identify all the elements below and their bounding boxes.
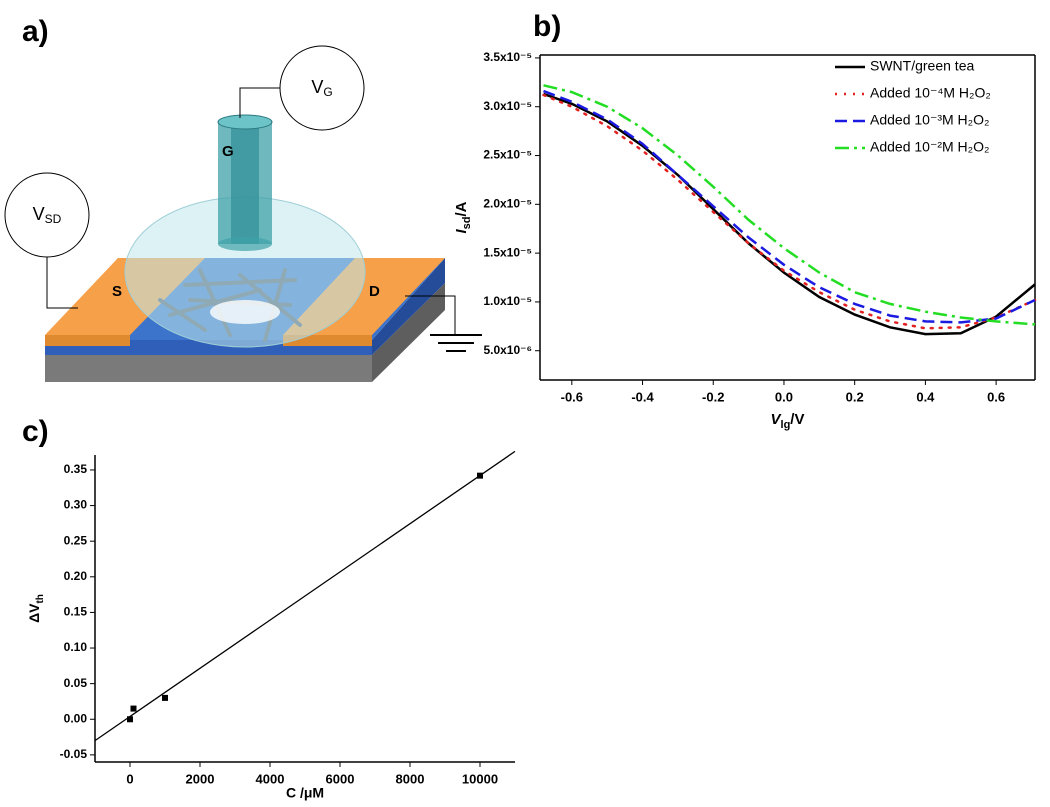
- y-tick-label: 2.5x10⁻⁵: [483, 148, 532, 162]
- gate-top: [217, 114, 273, 130]
- source-front: [45, 335, 130, 346]
- axis-label-part: I: [453, 229, 470, 234]
- point: [130, 705, 137, 712]
- substrate-side: [372, 283, 445, 382]
- x-tick-label: 4000: [256, 771, 285, 786]
- series-line: [543, 89, 1036, 324]
- axis-label: C /μM: [286, 785, 324, 801]
- y-tick-label: 3.0x10⁻⁵: [483, 99, 532, 113]
- x-tick-label: 0.2: [846, 389, 864, 404]
- x-tick-label: 2000: [186, 771, 215, 786]
- point: [477, 472, 483, 479]
- axis-label-part: V: [771, 411, 783, 428]
- gate-label: G: [222, 143, 234, 160]
- x-tick-label: 0.6: [987, 389, 1005, 404]
- x-tick-label: 0: [126, 771, 133, 786]
- x-tick-label: 10000: [462, 771, 498, 786]
- y-tick-label: 1.5x10⁻⁵: [483, 245, 532, 259]
- sd-wire: [46, 257, 78, 309]
- label-sub: G: [323, 85, 332, 99]
- drain-front: [283, 335, 372, 346]
- series-line: [543, 84, 1036, 326]
- substrate: [45, 355, 372, 382]
- label-main: V: [311, 77, 323, 97]
- label-sub: SD: [45, 212, 62, 226]
- x-tick-label: -0.6: [561, 389, 583, 404]
- axis-label-part: /A: [453, 201, 470, 216]
- fit-line: [94, 450, 516, 742]
- legend-label: SWNT/green tea: [870, 58, 974, 74]
- y-tick-label: 0.05: [64, 676, 88, 690]
- x-tick-label: -0.2: [702, 389, 724, 404]
- source-label: S: [112, 283, 122, 300]
- device-diagram: VG VSD G S D: [4, 45, 482, 382]
- point: [127, 716, 133, 723]
- legend-label: Added 10⁻⁴M H₂O₂: [870, 85, 991, 101]
- legend-label: Added 10⁻²M H₂O₂: [870, 139, 989, 155]
- axis-label-part: /V: [790, 411, 804, 428]
- point: [162, 694, 168, 701]
- y-tick-label: -0.05: [60, 747, 88, 761]
- axis-label-part: lg: [781, 419, 791, 431]
- y-tick-label: 0.15: [64, 605, 88, 619]
- panel-label: c): [22, 415, 49, 448]
- y-tick-label: 2.0x10⁻⁵: [483, 196, 532, 210]
- x-tick-label: 0.0: [775, 389, 793, 404]
- highlight: [210, 300, 280, 324]
- drain-label: D: [369, 283, 380, 300]
- y-tick-label: 0.00: [64, 711, 88, 725]
- gate-wire: [239, 87, 280, 118]
- series-line: [542, 93, 1037, 330]
- x-tick-label: -0.4: [631, 389, 654, 404]
- axis-label: Vlg/V: [771, 411, 805, 431]
- panel-label: a): [22, 15, 49, 48]
- y-tick-label: 0.35: [64, 462, 88, 476]
- x-tick-label: 6000: [326, 771, 355, 786]
- axis-label-part: sd: [461, 216, 473, 229]
- x-tick-label: 8000: [396, 771, 425, 786]
- gate-source: [279, 45, 365, 131]
- gate-voltage-label: VG: [311, 77, 332, 99]
- series-line: [543, 92, 1036, 336]
- y-tick-label: 0.20: [64, 569, 88, 583]
- axis-label-part: ΔV: [26, 603, 42, 623]
- sd-source: [4, 172, 90, 258]
- axis-label: Isd/A: [453, 201, 473, 233]
- axis-label: ΔVth: [26, 594, 46, 623]
- y-tick-label: 0.25: [64, 533, 88, 547]
- axis-label-part: th: [35, 594, 46, 603]
- y-tick-label: 5.0x10⁻⁶: [483, 343, 532, 357]
- panel-label: b): [533, 10, 561, 43]
- y-tick-label: 0.10: [64, 640, 88, 654]
- gate-bottom: [218, 237, 272, 251]
- y-tick-label: 3.5x10⁻⁵: [483, 50, 532, 64]
- legend-label: Added 10⁻³M H₂O₂: [870, 112, 989, 128]
- gate-core: [231, 122, 259, 244]
- sd-voltage-label: VSD: [33, 204, 62, 226]
- y-tick-label: 1.0x10⁻⁵: [483, 294, 532, 308]
- ground-wire: [405, 295, 456, 335]
- oxide-side: [372, 258, 445, 355]
- y-tick-label: 0.30: [64, 498, 88, 512]
- x-tick-label: 0.4: [916, 389, 935, 404]
- label-main: V: [33, 204, 45, 224]
